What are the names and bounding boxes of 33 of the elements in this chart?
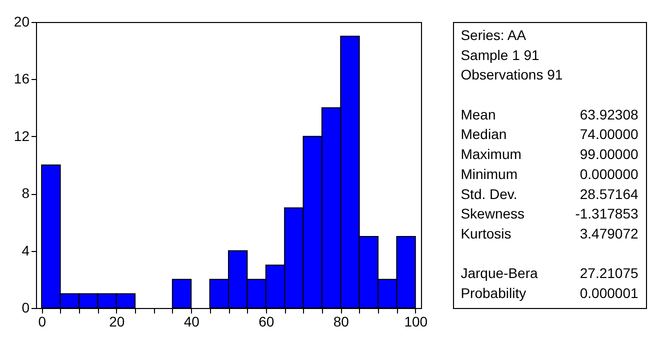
text: 27.21075 <box>580 265 638 282</box>
y-tick-label: 20 <box>14 14 30 30</box>
y-tick-label: 16 <box>14 70 30 87</box>
x-tick-label: 20 <box>109 314 125 330</box>
text: -1.317853 <box>575 206 638 222</box>
x-tick-label: 100 <box>404 314 428 330</box>
category-label: Kurtosis <box>460 226 512 242</box>
category-label: Minimum <box>460 166 518 182</box>
category-label: Std. Dev. <box>460 186 518 202</box>
text: Sample 1 91 <box>460 46 540 63</box>
category-label: Median <box>460 126 507 142</box>
text: Series: AA <box>460 26 527 43</box>
text: 28.57164 <box>580 186 638 202</box>
y-tick-label: 12 <box>14 128 30 144</box>
category-label: Probability <box>460 285 526 302</box>
y-tick-label: 8 <box>22 185 30 202</box>
x-tick-label: 60 <box>258 314 274 330</box>
category-label: Mean <box>460 106 496 122</box>
text: 3.479072 <box>580 226 638 242</box>
text: 0.000001 <box>580 285 638 302</box>
y-tick-label: 4 <box>22 242 30 258</box>
x-tick-label: 40 <box>184 314 200 330</box>
x-tick-label: 0 <box>38 314 46 330</box>
category-label: Skewness <box>460 206 525 222</box>
category-label: Jarque-Bera <box>460 265 538 282</box>
text: 0.000000 <box>580 166 638 182</box>
text: 74.00000 <box>580 126 638 142</box>
text: 63.92308 <box>580 106 638 122</box>
text: 99.00000 <box>580 146 638 162</box>
y-tick-label: 0 <box>22 300 30 316</box>
text: Observations 91 <box>460 66 563 83</box>
category-label: Maximum <box>460 146 522 162</box>
x-tick-label: 80 <box>333 314 350 330</box>
